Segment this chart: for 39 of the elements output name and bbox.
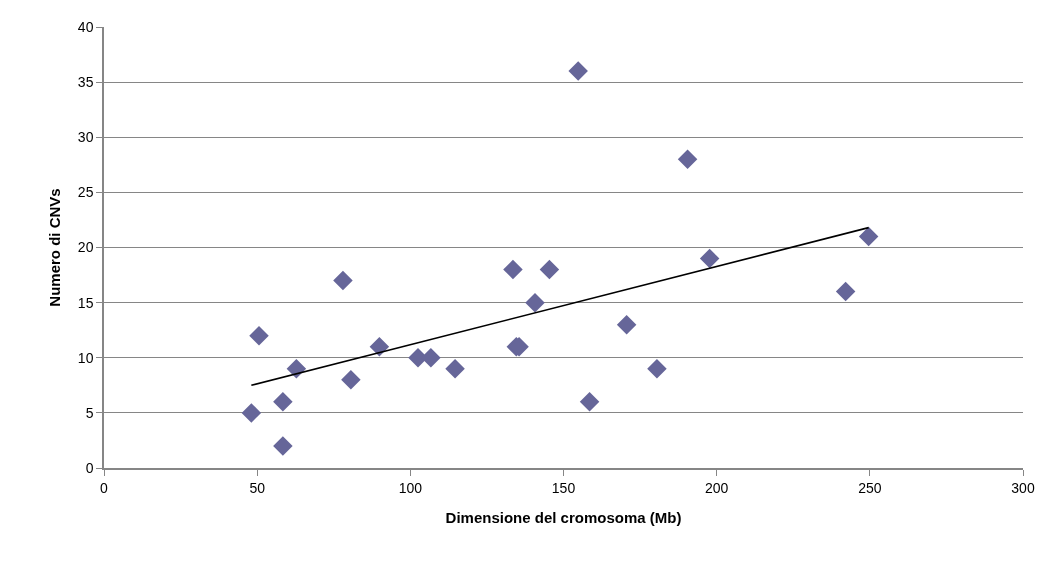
x-tick-label: 150 <box>551 479 576 496</box>
point <box>525 292 545 313</box>
point <box>286 359 307 379</box>
x-tick-label: 300 <box>1011 479 1035 496</box>
x-tick-label: 50 <box>249 479 266 496</box>
x-tick-label: 200 <box>704 479 729 496</box>
x-tick-label: 250 <box>858 479 882 496</box>
point <box>568 61 588 81</box>
point <box>273 392 293 412</box>
point <box>249 325 269 346</box>
point <box>273 436 293 456</box>
point <box>241 403 262 423</box>
y-tick-label: 25 <box>77 184 94 201</box>
y-tick-label: 0 <box>85 459 94 476</box>
y-tick-label: 40 <box>77 18 94 35</box>
point <box>421 348 441 368</box>
point <box>341 370 361 390</box>
y-tick-label: 35 <box>77 74 94 91</box>
point <box>616 314 637 335</box>
y-tick-label: 15 <box>77 294 94 311</box>
point <box>835 281 856 302</box>
x-tick-label: 100 <box>398 479 423 496</box>
point <box>369 336 390 357</box>
point <box>539 259 560 280</box>
y-tick-label: 20 <box>77 239 94 256</box>
y-tick-label: 10 <box>77 349 94 366</box>
y-axis-title: Numero di CNVs <box>45 188 63 307</box>
x-tick-label: 0 <box>100 479 109 496</box>
point <box>333 270 353 291</box>
y-tick-label: 5 <box>85 404 94 421</box>
point <box>647 359 667 379</box>
point <box>858 226 879 247</box>
x-axis-title: Dimensione del cromosoma (Mb) <box>445 509 682 527</box>
point <box>699 248 720 269</box>
point <box>503 259 523 280</box>
point <box>445 359 465 379</box>
point <box>677 149 698 170</box>
y-tick-label: 30 <box>77 129 94 146</box>
point <box>579 392 600 412</box>
